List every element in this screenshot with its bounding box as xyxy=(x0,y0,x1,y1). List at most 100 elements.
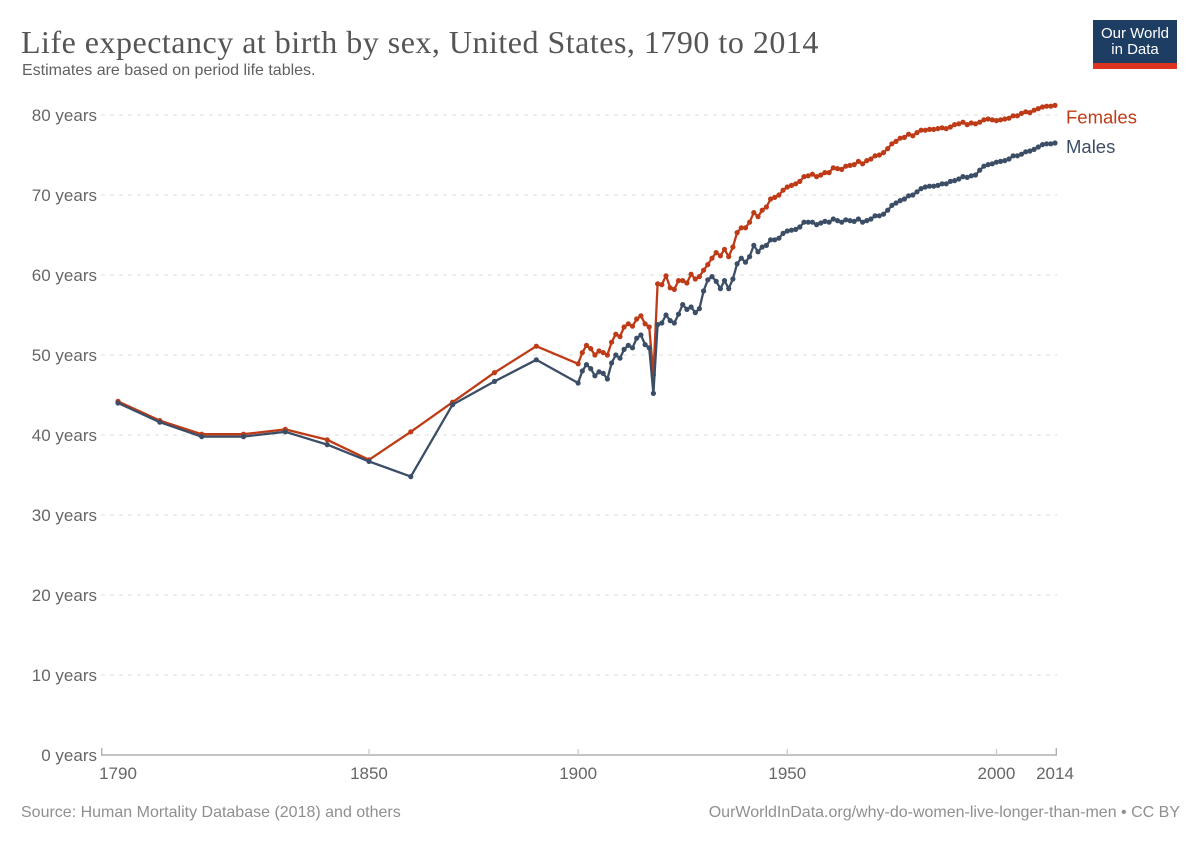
males-point[interactable] xyxy=(868,216,874,222)
males-point[interactable] xyxy=(655,322,661,328)
males-point[interactable] xyxy=(872,213,878,219)
females-point[interactable] xyxy=(738,225,744,231)
females-point[interactable] xyxy=(1010,113,1016,119)
males-point[interactable] xyxy=(839,219,845,225)
males-point[interactable] xyxy=(931,183,937,189)
females-point[interactable] xyxy=(788,182,795,188)
males-point[interactable] xyxy=(772,237,778,243)
males-point[interactable] xyxy=(885,207,891,213)
males-point[interactable] xyxy=(822,218,828,224)
females-point[interactable] xyxy=(826,170,832,176)
females-point[interactable] xyxy=(998,117,1004,123)
males-point[interactable] xyxy=(768,237,774,243)
males-point[interactable] xyxy=(918,186,924,192)
females-point[interactable] xyxy=(1035,106,1041,112)
males-point[interactable] xyxy=(993,159,1000,165)
males-point[interactable] xyxy=(805,219,811,225)
males-point[interactable] xyxy=(240,434,247,440)
males-point[interactable] xyxy=(667,318,673,324)
males-point[interactable] xyxy=(1027,148,1033,154)
males-point[interactable] xyxy=(964,174,970,180)
females-point[interactable] xyxy=(889,141,895,147)
females-point[interactable] xyxy=(868,156,874,162)
females-point[interactable] xyxy=(408,429,414,435)
males-point[interactable] xyxy=(583,362,590,368)
legend-label-females[interactable]: Females xyxy=(1066,106,1137,127)
males-point[interactable] xyxy=(947,178,954,184)
females-point[interactable] xyxy=(625,321,631,327)
males-point[interactable] xyxy=(1010,153,1016,159)
males-point[interactable] xyxy=(935,182,941,188)
females-point[interactable] xyxy=(575,361,581,367)
females-point[interactable] xyxy=(730,244,736,250)
males-point[interactable] xyxy=(793,226,799,232)
females-point[interactable] xyxy=(692,276,698,282)
females-point[interactable] xyxy=(533,343,539,349)
males-point[interactable] xyxy=(776,235,782,241)
males-point[interactable] xyxy=(638,332,644,338)
females-point[interactable] xyxy=(985,116,991,122)
females-point[interactable] xyxy=(638,313,644,319)
males-point[interactable] xyxy=(634,335,640,341)
females-point[interactable] xyxy=(1044,103,1050,109)
females-point[interactable] xyxy=(734,230,740,236)
males-point[interactable] xyxy=(533,357,539,363)
males-point[interactable] xyxy=(855,216,862,222)
females-point[interactable] xyxy=(1006,115,1012,121)
males-point[interactable] xyxy=(906,193,912,199)
males-point[interactable] xyxy=(717,286,724,292)
females-point[interactable] xyxy=(646,324,652,330)
females-point[interactable] xyxy=(596,348,602,354)
females-point[interactable] xyxy=(893,138,899,144)
legend-label-males[interactable]: Males xyxy=(1066,136,1115,157)
males-point[interactable] xyxy=(864,218,870,224)
males-point[interactable] xyxy=(692,310,698,316)
males-point[interactable] xyxy=(366,458,372,464)
males-point[interactable] xyxy=(843,217,849,223)
females-point[interactable] xyxy=(600,350,606,356)
females-point[interactable] xyxy=(855,158,862,164)
females-point[interactable] xyxy=(617,334,623,340)
males-point[interactable] xyxy=(671,320,677,326)
males-point[interactable] xyxy=(751,242,757,248)
females-point[interactable] xyxy=(784,184,790,190)
females-point[interactable] xyxy=(705,262,711,268)
males-point[interactable] xyxy=(650,390,657,396)
males-point[interactable] xyxy=(1018,151,1025,157)
males-point[interactable] xyxy=(709,274,715,280)
females-point[interactable] xyxy=(671,286,677,292)
males-point[interactable] xyxy=(713,278,719,284)
males-point[interactable] xyxy=(910,192,916,198)
females-point[interactable] xyxy=(1027,110,1033,116)
females-point[interactable] xyxy=(935,126,941,132)
males-point[interactable] xyxy=(1035,144,1041,150)
males-point[interactable] xyxy=(977,167,983,173)
females-point[interactable] xyxy=(860,161,866,167)
males-point[interactable] xyxy=(408,474,414,480)
females-point[interactable] xyxy=(717,253,724,259)
males-point[interactable] xyxy=(629,345,636,351)
females-point[interactable] xyxy=(818,172,824,178)
females-point[interactable] xyxy=(721,246,728,252)
females-point[interactable] xyxy=(847,162,853,168)
females-point[interactable] xyxy=(763,204,770,210)
males-point[interactable] xyxy=(956,176,962,182)
females-point[interactable] xyxy=(864,158,870,164)
males-point[interactable] xyxy=(609,360,615,366)
females-point[interactable] xyxy=(759,207,765,213)
males-point[interactable] xyxy=(324,442,330,448)
females-point[interactable] xyxy=(726,254,732,260)
females-point[interactable] xyxy=(1014,113,1021,119)
owid-logo[interactable]: Our World in Data xyxy=(1093,20,1177,69)
females-point[interactable] xyxy=(1018,110,1025,116)
males-point[interactable] xyxy=(1052,140,1058,146)
females-point[interactable] xyxy=(910,133,916,139)
females-point[interactable] xyxy=(993,118,1000,124)
females-point[interactable] xyxy=(906,131,912,137)
males-point[interactable] xyxy=(880,211,887,217)
females-point[interactable] xyxy=(876,152,882,158)
males-point[interactable] xyxy=(860,219,866,225)
females-point[interactable] xyxy=(621,324,627,330)
males-point[interactable] xyxy=(734,261,740,267)
females-point[interactable] xyxy=(797,178,803,184)
